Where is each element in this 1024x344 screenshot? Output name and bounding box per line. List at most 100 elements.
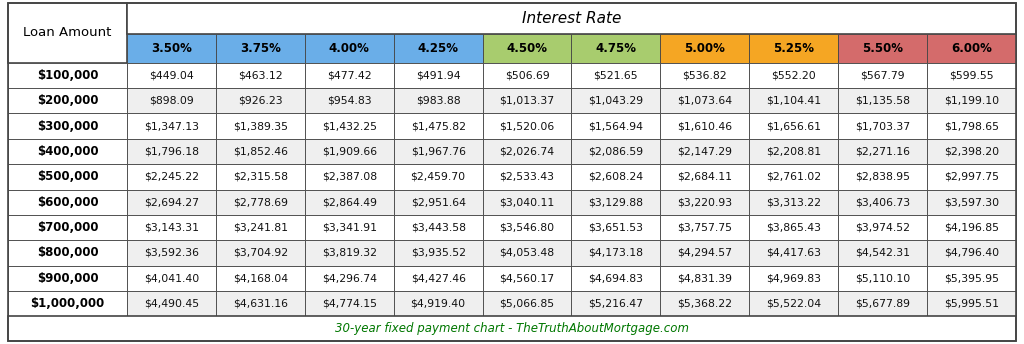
Bar <box>216 114 305 139</box>
Bar <box>482 63 571 88</box>
Text: Loan Amount: Loan Amount <box>24 26 112 39</box>
Text: $600,000: $600,000 <box>37 196 98 209</box>
Text: $1,135.58: $1,135.58 <box>855 96 910 106</box>
Bar <box>393 215 482 240</box>
Bar <box>127 164 216 190</box>
Bar <box>660 114 750 139</box>
Text: 30-year fixed payment chart - TheTruthAboutMortgage.com: 30-year fixed payment chart - TheTruthAb… <box>335 322 689 335</box>
Text: $4,196.85: $4,196.85 <box>944 223 998 233</box>
Text: $3,443.58: $3,443.58 <box>411 223 466 233</box>
Text: $3,651.53: $3,651.53 <box>589 223 643 233</box>
Bar <box>838 139 927 164</box>
Bar <box>571 63 660 88</box>
Text: $1,656.61: $1,656.61 <box>766 121 821 131</box>
Bar <box>305 63 393 88</box>
Text: $3,704.92: $3,704.92 <box>232 248 288 258</box>
Text: $4,168.04: $4,168.04 <box>232 273 288 283</box>
Text: $1,852.46: $1,852.46 <box>232 147 288 157</box>
Text: $3,040.11: $3,040.11 <box>500 197 555 207</box>
Text: $100,000: $100,000 <box>37 69 98 82</box>
Bar <box>8 3 127 63</box>
Text: $599.55: $599.55 <box>949 70 993 80</box>
Bar <box>571 34 660 63</box>
Text: $700,000: $700,000 <box>37 221 98 234</box>
Bar <box>660 63 750 88</box>
Bar <box>8 114 127 139</box>
Text: $5,066.85: $5,066.85 <box>500 299 555 309</box>
Bar <box>127 114 216 139</box>
Text: $4,490.45: $4,490.45 <box>144 299 199 309</box>
Text: $1,909.66: $1,909.66 <box>322 147 377 157</box>
Bar <box>482 139 571 164</box>
Text: $1,564.94: $1,564.94 <box>589 121 643 131</box>
Bar <box>393 240 482 266</box>
Text: $521.65: $521.65 <box>594 70 638 80</box>
Text: $5,522.04: $5,522.04 <box>766 299 821 309</box>
Text: $3,129.88: $3,129.88 <box>589 197 643 207</box>
Bar <box>393 88 482 114</box>
Bar <box>750 240 838 266</box>
Bar <box>393 164 482 190</box>
Bar <box>927 240 1016 266</box>
Text: $2,459.70: $2,459.70 <box>411 172 466 182</box>
Text: $2,086.59: $2,086.59 <box>589 147 643 157</box>
Text: $3,143.31: $3,143.31 <box>144 223 199 233</box>
Bar <box>571 190 660 215</box>
Text: $5,395.95: $5,395.95 <box>944 273 998 283</box>
Text: $983.88: $983.88 <box>416 96 461 106</box>
Bar <box>482 215 571 240</box>
Text: 4.50%: 4.50% <box>507 42 548 55</box>
Text: $300,000: $300,000 <box>37 120 98 132</box>
Bar <box>571 139 660 164</box>
Bar <box>393 139 482 164</box>
Bar <box>127 190 216 215</box>
Bar <box>838 63 927 88</box>
Text: $4,560.17: $4,560.17 <box>500 273 555 283</box>
Text: $491.94: $491.94 <box>416 70 461 80</box>
Text: $567.79: $567.79 <box>860 70 905 80</box>
Bar <box>750 164 838 190</box>
Text: $2,271.16: $2,271.16 <box>855 147 910 157</box>
Bar <box>927 139 1016 164</box>
Bar <box>216 63 305 88</box>
Bar <box>216 164 305 190</box>
Text: 4.75%: 4.75% <box>595 42 636 55</box>
Bar <box>660 34 750 63</box>
Bar <box>750 215 838 240</box>
Bar <box>393 190 482 215</box>
Bar <box>571 114 660 139</box>
Bar <box>216 291 305 316</box>
Text: $4,053.48: $4,053.48 <box>500 248 555 258</box>
Text: Interest Rate: Interest Rate <box>522 11 622 26</box>
Bar <box>216 266 305 291</box>
Bar <box>927 88 1016 114</box>
Bar <box>750 266 838 291</box>
Bar <box>927 190 1016 215</box>
Text: $1,703.37: $1,703.37 <box>855 121 910 131</box>
Text: $4,831.39: $4,831.39 <box>677 273 732 283</box>
Text: $1,610.46: $1,610.46 <box>677 121 732 131</box>
Text: $3,974.52: $3,974.52 <box>855 223 910 233</box>
Text: $4,294.57: $4,294.57 <box>677 248 732 258</box>
Bar <box>927 114 1016 139</box>
Text: $4,969.83: $4,969.83 <box>766 273 821 283</box>
Bar <box>8 190 127 215</box>
Bar <box>8 88 127 114</box>
Text: $400,000: $400,000 <box>37 145 98 158</box>
Text: $5,216.47: $5,216.47 <box>589 299 643 309</box>
Bar <box>305 164 393 190</box>
Text: $2,398.20: $2,398.20 <box>944 147 999 157</box>
Bar <box>216 215 305 240</box>
Bar <box>482 164 571 190</box>
Text: $2,997.75: $2,997.75 <box>944 172 998 182</box>
Bar <box>838 291 927 316</box>
Text: $1,013.37: $1,013.37 <box>500 96 555 106</box>
Text: $5,677.89: $5,677.89 <box>855 299 910 309</box>
Bar <box>305 190 393 215</box>
Text: 4.25%: 4.25% <box>418 42 459 55</box>
Bar <box>8 266 127 291</box>
Bar <box>750 190 838 215</box>
Text: $4,919.40: $4,919.40 <box>411 299 466 309</box>
Text: $1,967.76: $1,967.76 <box>411 147 466 157</box>
Text: $3,819.32: $3,819.32 <box>322 248 377 258</box>
